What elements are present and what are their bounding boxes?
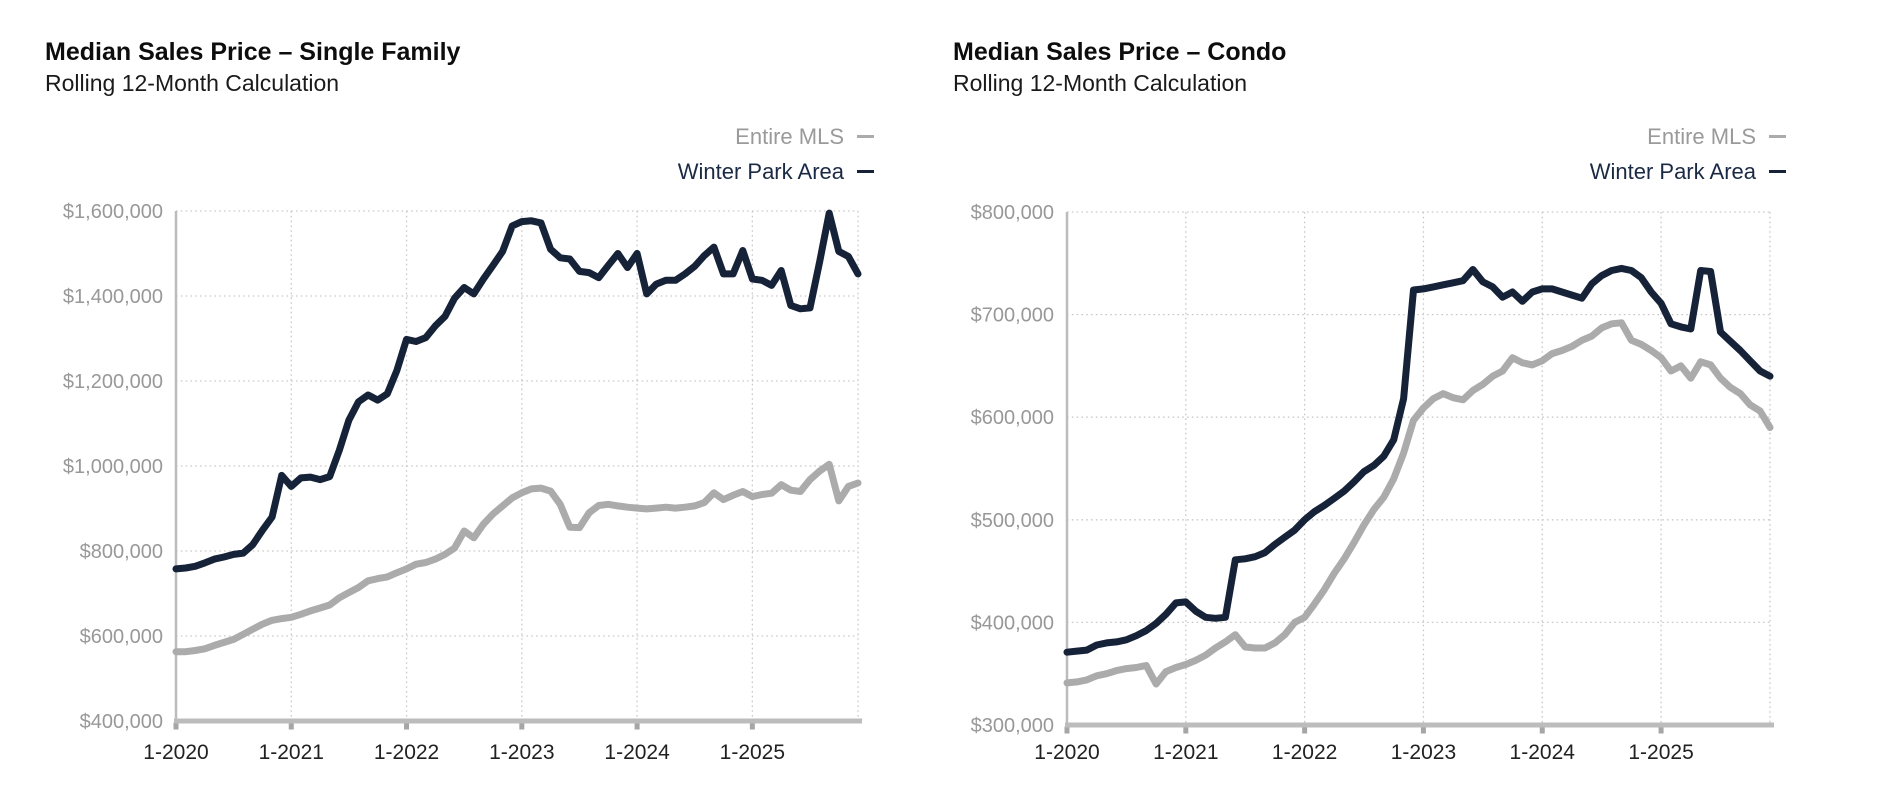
y-axis-tick-label: $500,000 — [971, 510, 1054, 532]
single-family-chart: $1,600,000 $1,400,000 $1,200,000 $1,000,000… — [63, 201, 863, 764]
legend-item-entire-mls: Entire MLS — [474, 119, 874, 154]
y-axis-tick-label: $1,000,000 — [63, 456, 163, 478]
x-axis-tick-label: 1-2024 — [604, 741, 670, 764]
condo-subtitle: Rolling 12-Month Calculation — [953, 70, 1248, 96]
x-axis-tick-mark — [1183, 726, 1189, 734]
y-axis-tick-label: $600,000 — [80, 626, 163, 648]
x-axis-tick-label: 1-2020 — [143, 741, 208, 764]
condo-legend: Entire MLS Winter Park Area — [1386, 119, 1786, 189]
x-axis-line — [1065, 722, 1774, 728]
x-axis-tick-mark — [1302, 726, 1308, 734]
legend-line-swatch — [1769, 135, 1786, 138]
legend-line-swatch — [1769, 170, 1786, 173]
x-axis-tick-label: 1-2021 — [259, 741, 324, 764]
legend-item-winter-park: Winter Park Area — [1386, 154, 1786, 189]
x-axis-tick-mark — [173, 722, 179, 730]
y-axis-tick-label: $1,600,000 — [63, 201, 163, 223]
winter-park-series-line — [172, 209, 862, 573]
y-axis-tick-label: $600,000 — [971, 407, 1054, 429]
x-axis-tick-mark — [519, 722, 525, 730]
x-axis-tick-label: 1-2020 — [1034, 741, 1099, 764]
x-axis-tick-mark — [1539, 726, 1545, 734]
x-grid-and-labels: 1-2020 1-2021 1-2022 1-2023 1-2024 1-2025 — [143, 211, 859, 764]
legend-label: Winter Park Area — [1589, 159, 1756, 184]
y-grid-and-labels: $1,600,000 $1,400,000 $1,200,000 $1,000,000… — [63, 201, 859, 733]
x-axis-tick-label: 1-2023 — [1391, 741, 1456, 764]
y-axis-tick-label: $1,200,000 — [63, 371, 163, 393]
legend-line-swatch — [857, 170, 874, 173]
x-axis-tick-label: 1-2025 — [720, 741, 785, 764]
single-family-header: Median Sales Price – Single Family Rolli… — [45, 36, 460, 99]
x-axis-tick-mark — [404, 722, 410, 730]
x-axis-tick-label: 1-2024 — [1510, 741, 1576, 764]
single-family-legend: Entire MLS Winter Park Area — [474, 119, 874, 189]
x-axis-tick-mark — [634, 722, 640, 730]
y-axis-tick-label: $1,400,000 — [63, 286, 163, 308]
x-axis-tick-label: 1-2022 — [374, 741, 439, 764]
y-axis-tick-label: $400,000 — [80, 711, 163, 733]
x-axis-tick-mark — [1420, 726, 1426, 734]
entire-mls-series-line — [1063, 319, 1774, 688]
condo-title: Median Sales Price – Condo — [953, 38, 1287, 66]
y-axis-tick-label: $800,000 — [971, 202, 1054, 224]
condo-chart: $800,000 $700,000 $600,000 $500,000 $400,000… — [971, 202, 1774, 764]
y-axis-tick-label: $300,000 — [971, 715, 1054, 737]
x-axis-tick-label: 1-2023 — [489, 741, 554, 764]
legend-item-entire-mls: Entire MLS — [1386, 119, 1786, 154]
entire-mls-series-line — [172, 460, 862, 656]
y-grid-and-labels: $800,000 $700,000 $600,000 $500,000 $400,000… — [971, 202, 1770, 737]
legend-label: Winter Park Area — [677, 159, 844, 184]
y-axis-tick-label: $800,000 — [80, 541, 163, 563]
single-family-title: Median Sales Price – Single Family — [45, 38, 461, 66]
legend-label: Entire MLS — [735, 124, 844, 149]
condo-header: Median Sales Price – Condo Rolling 12-Mo… — [953, 36, 1286, 99]
legend-line-swatch — [857, 135, 874, 138]
x-axis-tick-mark — [1064, 726, 1070, 734]
y-axis-tick-label: $400,000 — [971, 612, 1054, 634]
x-axis-tick-mark — [1658, 726, 1664, 734]
legend-label: Entire MLS — [1647, 124, 1756, 149]
x-axis-tick-mark — [749, 722, 755, 730]
x-axis-tick-mark — [288, 722, 294, 730]
x-axis-tick-label: 1-2025 — [1628, 741, 1693, 764]
winter-park-series-line — [1063, 264, 1774, 656]
x-axis-line — [174, 718, 863, 724]
x-axis-tick-label: 1-2021 — [1153, 741, 1218, 764]
x-axis-tick-label: 1-2022 — [1272, 741, 1337, 764]
single-family-subtitle: Rolling 12-Month Calculation — [45, 70, 340, 96]
x-grid-and-labels: 1-2020 1-2021 1-2022 1-2023 1-2024 1-2025 — [1034, 212, 1771, 764]
legend-item-winter-park: Winter Park Area — [474, 154, 874, 189]
y-axis-tick-label: $700,000 — [971, 305, 1054, 327]
